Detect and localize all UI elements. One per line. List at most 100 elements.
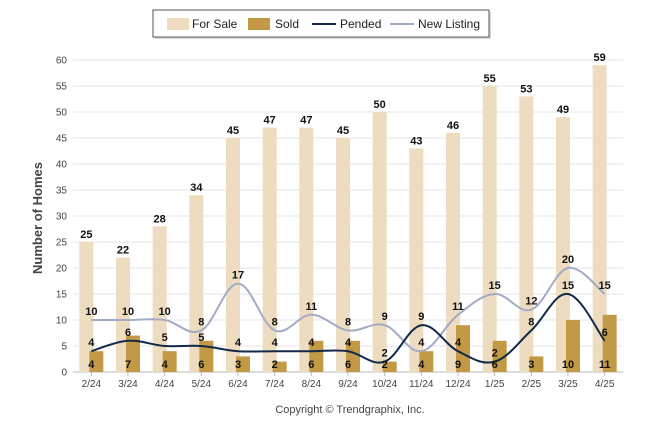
- y-tick-label: 0: [61, 368, 67, 379]
- y-tick-label: 60: [56, 56, 68, 67]
- data-label-for-sale: 59: [594, 52, 606, 64]
- data-label-sold: 6: [345, 359, 351, 371]
- data-label-new-listing: 8: [345, 316, 351, 328]
- bar-sold: [272, 361, 287, 372]
- data-label-sold: 4: [418, 359, 425, 371]
- y-tick-label: 35: [56, 186, 68, 197]
- bar-sold: [566, 320, 580, 372]
- data-label-pended: 4: [272, 337, 279, 349]
- bar-sold: [236, 356, 250, 372]
- x-tick-label: 3/25: [558, 379, 578, 390]
- x-tick-label: 3/24: [118, 379, 138, 390]
- x-axis-ticks: 2/24 3/24 4/24 5/24 6/24 7/24 8/24 9/24 10/24 11/…: [82, 372, 615, 390]
- data-label-pended: 5: [198, 332, 204, 344]
- x-tick-label: 9/24: [338, 379, 358, 390]
- bar-sold: [309, 340, 324, 372]
- data-label-new-listing: 8: [272, 316, 278, 328]
- data-label-for-sale: 50: [374, 99, 386, 111]
- bar-sold: [382, 361, 397, 372]
- bar-sold: [199, 340, 214, 372]
- bars: [79, 65, 617, 373]
- data-label-pended: 9: [418, 311, 424, 323]
- y-axis-label: Number of Homes: [30, 162, 45, 274]
- data-label-sold: 6: [308, 359, 314, 371]
- x-tick-label: 2/24: [82, 379, 102, 390]
- y-tick-label: 10: [56, 316, 68, 327]
- bar-for-sale: [372, 112, 387, 372]
- x-tick-label: 4/24: [155, 379, 175, 390]
- legend-label-sold: Sold: [275, 17, 299, 31]
- data-label-pended: 2: [492, 348, 498, 360]
- y-tick-label: 25: [56, 238, 68, 249]
- bar-sold: [346, 340, 360, 372]
- data-label-for-sale: 34: [190, 182, 203, 194]
- data-label-pended: 4: [88, 337, 95, 349]
- series-line-pended: [91, 293, 606, 364]
- bar-for-sale: [482, 86, 497, 372]
- data-label-new-listing: 10: [85, 306, 97, 318]
- x-tick-label: 12/24: [445, 379, 470, 390]
- data-label-sold: 7: [125, 359, 131, 371]
- lines: [91, 266, 606, 364]
- data-label-for-sale: 45: [227, 125, 239, 137]
- data-label-new-listing: 11: [452, 301, 464, 313]
- bar-for-sale: [262, 127, 277, 372]
- legend-swatch-sold: [248, 18, 270, 30]
- copyright-text: Copyright © Trendgraphix, Inc.: [275, 404, 424, 416]
- bar-for-sale: [336, 138, 350, 372]
- bar-sold: [529, 356, 544, 372]
- data-label-pended: 8: [528, 316, 534, 328]
- data-label-for-sale: 22: [117, 245, 129, 257]
- bar-sold: [419, 351, 434, 372]
- bar-sold: [89, 351, 104, 372]
- x-tick-label: 11/24: [409, 379, 434, 390]
- x-tick-label: 4/25: [595, 379, 615, 390]
- bar-for-sale: [299, 127, 314, 372]
- bar-sold: [492, 340, 507, 372]
- y-tick-label: 45: [56, 134, 68, 145]
- data-label-sold: 2: [382, 359, 388, 371]
- data-label-pended: 6: [602, 327, 608, 339]
- data-label-pended: 4: [345, 337, 352, 349]
- bar-for-sale: [152, 226, 167, 372]
- y-axis-ticks: 0 5 10 15 20 25 30 35 40 45 50 55 60: [56, 56, 68, 379]
- bar-for-sale: [226, 138, 240, 372]
- y-tick-label: 5: [61, 342, 67, 353]
- x-tick-label: 8/24: [302, 379, 322, 390]
- bar-for-sale: [556, 117, 570, 372]
- data-label-pended: 5: [162, 332, 168, 344]
- data-label-for-sale: 45: [337, 125, 349, 137]
- data-label-for-sale: 25: [80, 229, 92, 241]
- x-tick-label: 5/24: [192, 379, 212, 390]
- x-tick-label: 2/25: [522, 379, 542, 390]
- data-label-pended: 2: [382, 348, 388, 360]
- data-label-pended: 4: [308, 337, 315, 349]
- data-label-new-listing: 4: [418, 337, 425, 349]
- bar-for-sale: [592, 65, 607, 372]
- bar-sold: [456, 325, 470, 372]
- y-tick-label: 30: [56, 212, 68, 223]
- bar-for-sale: [189, 195, 204, 372]
- data-label-sold: 6: [492, 359, 498, 371]
- legend-label-new-listing: New Listing: [418, 17, 480, 31]
- bar-sold: [126, 335, 140, 372]
- data-label-for-sale: 47: [300, 115, 312, 127]
- data-label-pended: 4: [235, 337, 242, 349]
- y-tick-label: 50: [56, 108, 68, 119]
- x-tick-label: 1/25: [485, 379, 505, 390]
- data-label-new-listing: 11: [306, 301, 318, 313]
- data-label-new-listing: 8: [198, 316, 204, 328]
- bar-for-sale: [519, 96, 534, 373]
- y-tick-label: 55: [56, 82, 68, 93]
- data-label-for-sale: 53: [520, 83, 532, 95]
- data-label-sold: 3: [235, 359, 241, 371]
- data-label-for-sale: 43: [410, 135, 422, 147]
- data-label-for-sale: 55: [484, 73, 496, 85]
- data-label-sold: 4: [88, 359, 95, 371]
- y-tick-label: 20: [56, 264, 68, 275]
- legend-label-pended: Pended: [340, 17, 381, 31]
- data-label-pended: 4: [455, 337, 462, 349]
